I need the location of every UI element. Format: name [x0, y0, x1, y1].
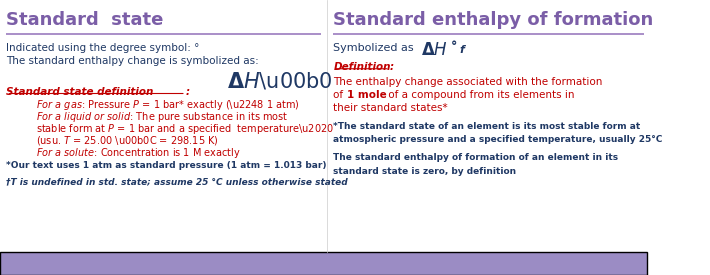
- FancyBboxPatch shape: [0, 252, 648, 275]
- Text: stable form at $\mathit{P}$ = 1 bar and a specified  temperature\u2020: stable form at $\mathit{P}$ = 1 bar and …: [36, 122, 334, 136]
- Text: $\mathit{For\ a\ gas}$: Pressure $\mathit{P}$ = 1 bar* exactly (\u2248 1 atm): $\mathit{For\ a\ gas}$: Pressure $\mathi…: [36, 98, 300, 112]
- Text: *The standard state of an element is its most stable form at: *The standard state of an element is its…: [334, 122, 640, 131]
- Text: Definition: Definition: [334, 62, 391, 72]
- Text: Indicated using the degree symbol: °: Indicated using the degree symbol: °: [6, 43, 200, 53]
- Text: $\mathit{For\ a\ solute}$: Concentration is 1 M exactly: $\mathit{For\ a\ solute}$: Concentration…: [36, 146, 241, 160]
- Text: The standard enthalpy of formation of an element in its: The standard enthalpy of formation of an…: [334, 153, 618, 162]
- Text: $\mathbf{\Delta}\mathbf{\mathit{H}}$\u00b0: $\mathbf{\Delta}\mathbf{\mathit{H}}$\u00…: [226, 70, 332, 91]
- Text: :: :: [390, 62, 394, 72]
- Text: °: °: [452, 40, 458, 53]
- Text: Standard enthalpy of formation: Standard enthalpy of formation: [334, 11, 654, 29]
- Text: Standard state definition: Standard state definition: [6, 87, 154, 97]
- Text: f: f: [459, 45, 464, 54]
- Text: (usu. $\mathit{T}$ = 25.00 \u00b0C = 298.15 K): (usu. $\mathit{T}$ = 25.00 \u00b0C = 298…: [36, 134, 218, 147]
- Text: their standard states*: their standard states*: [334, 103, 448, 113]
- Text: *Our text uses 1 atm as standard pressure (1 atm = 1.013 bar): *Our text uses 1 atm as standard pressur…: [6, 161, 327, 170]
- Text: Standard  state: Standard state: [6, 11, 164, 29]
- Text: atmospheric pressure and a specified temperature, usually 25°C: atmospheric pressure and a specified tem…: [334, 135, 663, 144]
- Text: $\mathbf{\Delta}\mathbf{\mathit{H}}$: $\mathbf{\Delta}\mathbf{\mathit{H}}$: [421, 41, 448, 59]
- Text: :: :: [186, 87, 190, 97]
- Text: $\mathit{For\ a\ liquid\ or\ solid}$: The pure substance in its most: $\mathit{For\ a\ liquid\ or\ solid}$: Th…: [36, 110, 288, 124]
- Text: Symbolized as: Symbolized as: [334, 43, 421, 53]
- Text: 1 mole: 1 mole: [347, 90, 387, 100]
- Text: of a compound from its elements in: of a compound from its elements in: [385, 90, 574, 100]
- Text: The standard enthalpy change is symbolized as:: The standard enthalpy change is symboliz…: [6, 56, 259, 66]
- Text: standard state is zero, by definition: standard state is zero, by definition: [334, 167, 517, 176]
- Text: The enthalpy change associated with the formation: The enthalpy change associated with the …: [334, 77, 603, 87]
- Text: of: of: [334, 90, 347, 100]
- Text: †T is undefined in std. state; assume 25 °C unless otherwise stated: †T is undefined in std. state; assume 25…: [6, 177, 348, 186]
